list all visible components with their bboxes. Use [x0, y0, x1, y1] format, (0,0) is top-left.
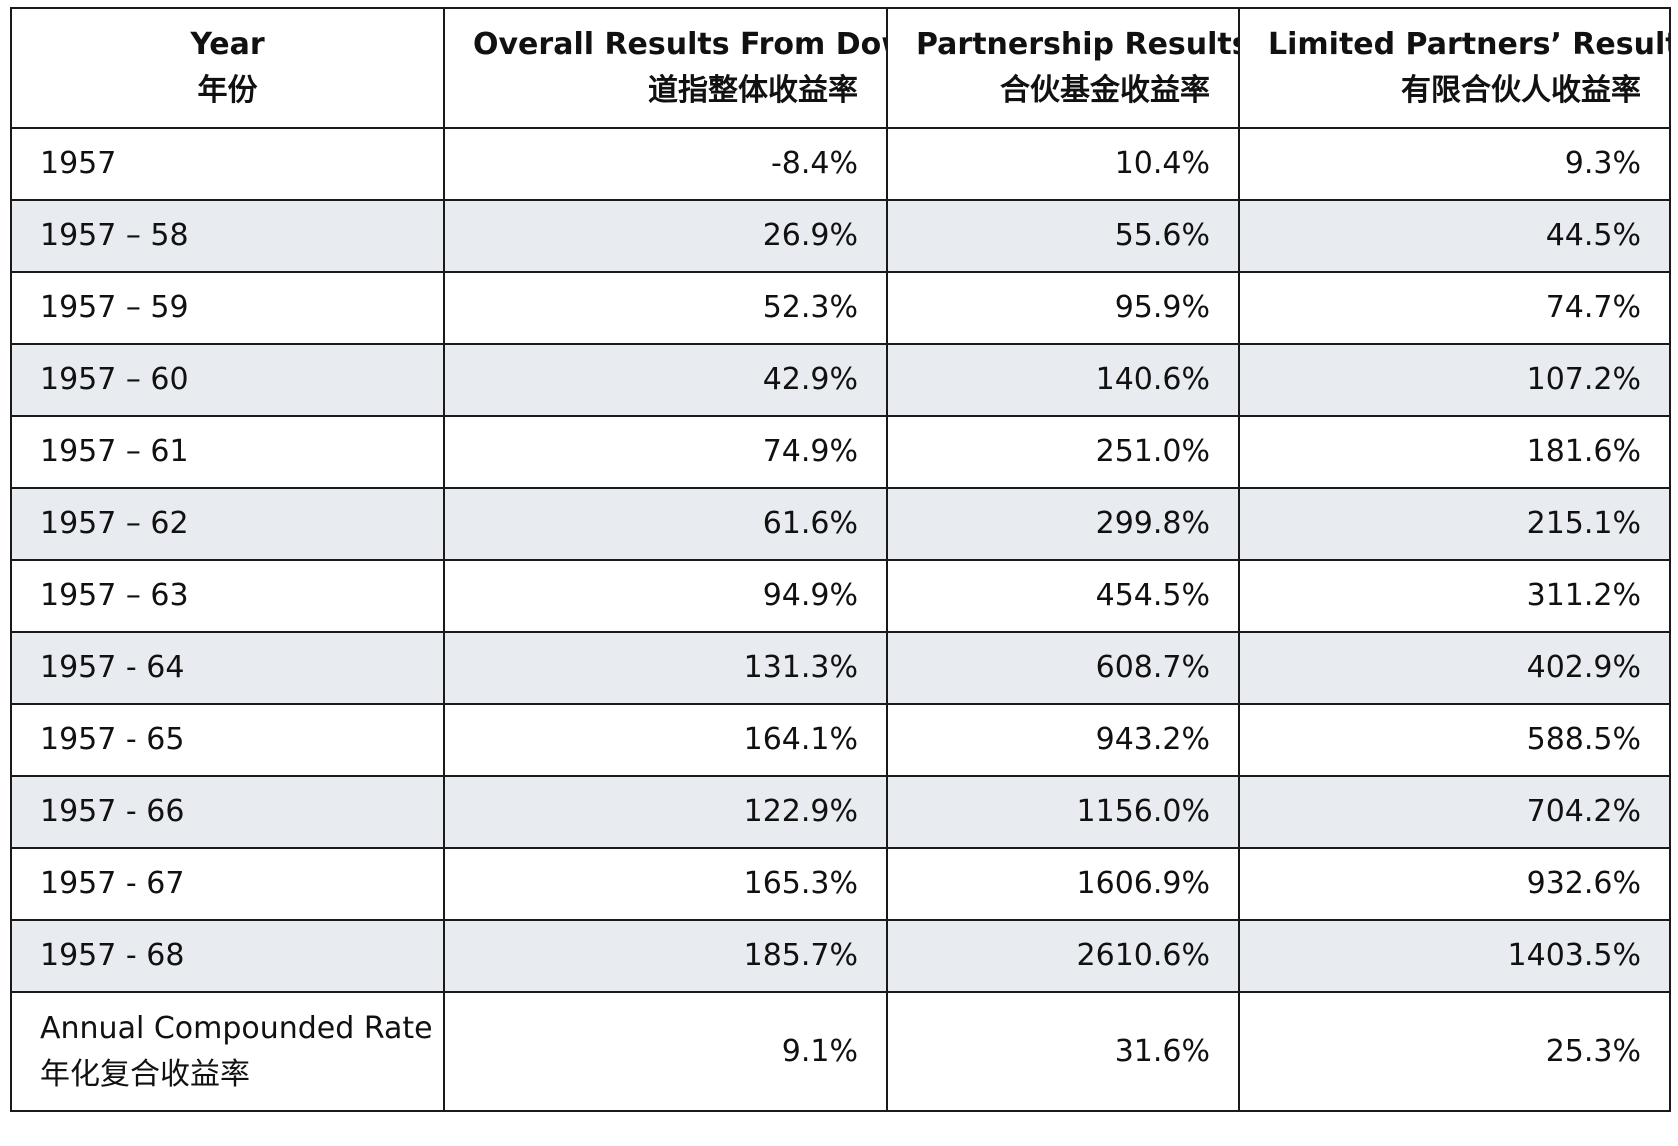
table-header: Year 年份 Overall Results From Dow 道指整体收益率…	[10, 7, 1671, 129]
header-partnership: Partnership Results 合伙基金收益率	[886, 7, 1240, 129]
partnership-cell: 95.9%	[886, 271, 1240, 345]
limited-cell: 181.6%	[1238, 415, 1671, 489]
header-year-zh: 年份	[197, 73, 258, 108]
table-row: 1957 -8.4% 10.4% 9.3%	[10, 127, 1671, 201]
table-row: 1957 – 63 94.9% 454.5% 311.2%	[10, 559, 1671, 633]
table-row: 1957 - 64 131.3% 608.7% 402.9%	[10, 631, 1671, 705]
year-cell: 1957 - 64	[10, 631, 445, 705]
limited-cell: 1403.5%	[1238, 919, 1671, 993]
dow-cell: 42.9%	[443, 343, 888, 417]
year-cell: 1957 – 61	[10, 415, 445, 489]
year-cell: 1957 - 66	[10, 775, 445, 849]
partnership-cell: 2610.6%	[886, 919, 1240, 993]
limited-cell: 932.6%	[1238, 847, 1671, 921]
table-row: 1957 – 58 26.9% 55.6% 44.5%	[10, 199, 1671, 273]
year-cell: 1957	[10, 127, 445, 201]
limited-cell: 215.1%	[1238, 487, 1671, 561]
summary-label-en: Annual Compounded Rate	[40, 1010, 433, 1046]
partnership-cell: 251.0%	[886, 415, 1240, 489]
dow-cell: 165.3%	[443, 847, 888, 921]
table-row: 1957 - 66 122.9% 1156.0% 704.2%	[10, 775, 1671, 849]
table-row: 1957 – 61 74.9% 251.0% 181.6%	[10, 415, 1671, 489]
header-limited-zh: 有限合伙人收益率	[1401, 73, 1641, 108]
header-partnership-zh: 合伙基金收益率	[1000, 73, 1210, 108]
header-year: Year 年份	[10, 7, 445, 129]
dow-cell: 26.9%	[443, 199, 888, 273]
limited-cell: 588.5%	[1238, 703, 1671, 777]
dow-cell: 94.9%	[443, 559, 888, 633]
year-cell: 1957 - 65	[10, 703, 445, 777]
header-year-en: Year	[190, 27, 265, 62]
table-row: 1957 - 67 165.3% 1606.9% 932.6%	[10, 847, 1671, 921]
summary-label-zh: 年化复合收益率	[40, 1056, 250, 1092]
table-row: 1957 – 59 52.3% 95.9% 74.7%	[10, 271, 1671, 345]
table-row: 1957 - 65 164.1% 943.2% 588.5%	[10, 703, 1671, 777]
table-row: 1957 - 68 185.7% 2610.6% 1403.5%	[10, 919, 1671, 993]
table-row: 1957 – 62 61.6% 299.8% 215.1%	[10, 487, 1671, 561]
header-dow-zh: 道指整体收益率	[648, 73, 858, 108]
partnership-cell: 140.6%	[886, 343, 1240, 417]
dow-cell: 164.1%	[443, 703, 888, 777]
partnership-cell: 454.5%	[886, 559, 1240, 633]
header-dow: Overall Results From Dow 道指整体收益率	[443, 7, 888, 129]
dow-cell: 52.3%	[443, 271, 888, 345]
partnership-cell: 943.2%	[886, 703, 1240, 777]
year-cell: 1957 – 63	[10, 559, 445, 633]
year-cell: 1957 – 59	[10, 271, 445, 345]
dow-cell: 185.7%	[443, 919, 888, 993]
year-cell: 1957 – 60	[10, 343, 445, 417]
partnership-cell: 1606.9%	[886, 847, 1240, 921]
header-limited-en: Limited Partners’ Results	[1268, 27, 1670, 62]
header-partnership-en: Partnership Results	[916, 27, 1239, 62]
year-cell: 1957 - 67	[10, 847, 445, 921]
header-row: Year 年份 Overall Results From Dow 道指整体收益率…	[10, 7, 1671, 129]
limited-cell: 44.5%	[1238, 199, 1671, 273]
year-cell: 1957 - 68	[10, 919, 445, 993]
limited-cell: 704.2%	[1238, 775, 1671, 849]
limited-cell: 74.7%	[1238, 271, 1671, 345]
header-dow-en: Overall Results From Dow	[473, 27, 887, 62]
partnership-cell: 10.4%	[886, 127, 1240, 201]
dow-cell: -8.4%	[443, 127, 888, 201]
dow-cell: 122.9%	[443, 775, 888, 849]
results-table: Year 年份 Overall Results From Dow 道指整体收益率…	[10, 7, 1671, 1112]
table-row: 1957 – 60 42.9% 140.6% 107.2%	[10, 343, 1671, 417]
summary-label-cell: Annual Compounded Rate 年化复合收益率	[10, 991, 445, 1112]
summary-limited-cell: 25.3%	[1238, 991, 1671, 1112]
partnership-cell: 608.7%	[886, 631, 1240, 705]
year-cell: 1957 – 62	[10, 487, 445, 561]
dow-cell: 131.3%	[443, 631, 888, 705]
summary-dow-cell: 9.1%	[443, 991, 888, 1112]
header-limited: Limited Partners’ Results 有限合伙人收益率	[1238, 7, 1671, 129]
table-body: 1957 -8.4% 10.4% 9.3% 1957 – 58 26.9% 55…	[10, 127, 1671, 1112]
partnership-cell: 1156.0%	[886, 775, 1240, 849]
summary-partnership-cell: 31.6%	[886, 991, 1240, 1112]
partnership-cell: 299.8%	[886, 487, 1240, 561]
partnership-cell: 55.6%	[886, 199, 1240, 273]
limited-cell: 107.2%	[1238, 343, 1671, 417]
limited-cell: 9.3%	[1238, 127, 1671, 201]
year-cell: 1957 – 58	[10, 199, 445, 273]
summary-row: Annual Compounded Rate 年化复合收益率 9.1% 31.6…	[10, 991, 1671, 1112]
limited-cell: 402.9%	[1238, 631, 1671, 705]
limited-cell: 311.2%	[1238, 559, 1671, 633]
dow-cell: 61.6%	[443, 487, 888, 561]
dow-cell: 74.9%	[443, 415, 888, 489]
